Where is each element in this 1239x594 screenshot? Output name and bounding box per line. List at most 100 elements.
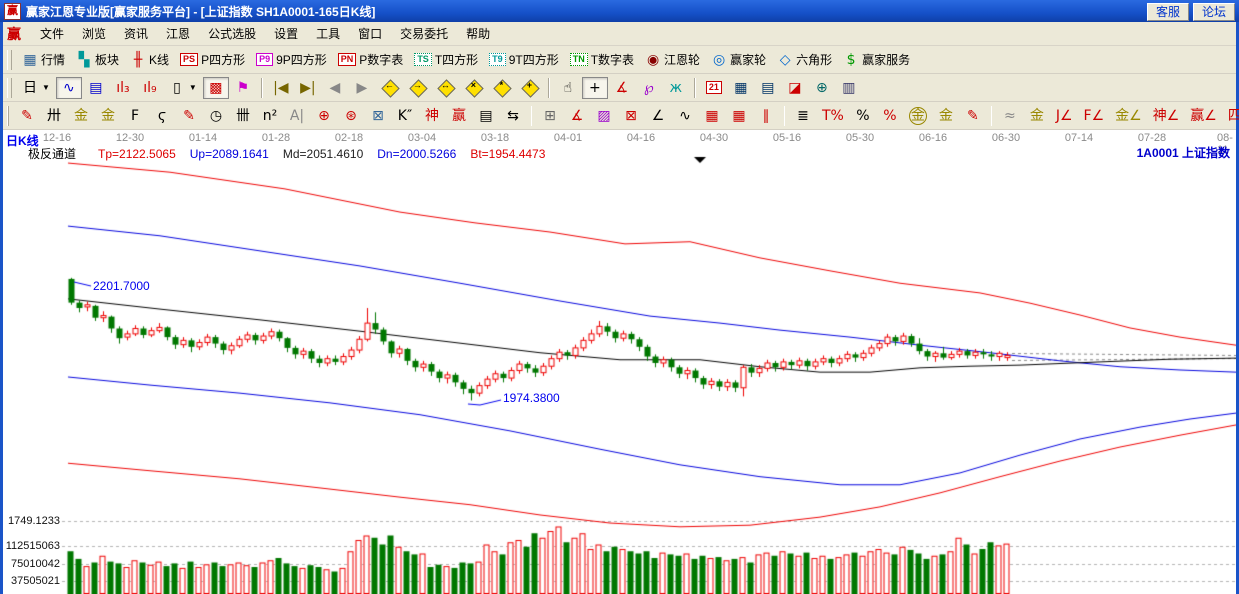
menu-help[interactable]: 帮助 [466,27,491,41]
parallel-lines-tool[interactable]: ∥ [753,105,779,127]
hand-tool[interactable]: ☝ [555,77,581,99]
toolbar-grip[interactable] [7,77,12,98]
t-square-button[interactable]: TS T四方形 [409,48,483,71]
time-cycle-tool[interactable]: ◷ [203,105,229,127]
gold-grid-1-tool[interactable]: 金 [68,105,94,127]
trend-tool[interactable]: ∿ [55,76,82,99]
fan-lines-tool[interactable]: ∡ [564,105,590,127]
stats-table-tool[interactable]: ≣ [790,105,816,127]
t-percent-tool[interactable]: T% [817,105,849,127]
k-notes-tool[interactable]: K″ [392,105,418,127]
menu-tools[interactable]: 工具 [316,27,341,41]
win-angle-tool[interactable]: 赢∠ [1185,105,1222,127]
t-number-table-button[interactable]: TN T数字表 [565,48,639,71]
gold-angle-tool[interactable]: 金∠ [1110,105,1147,127]
gold-level-tool[interactable]: 金 [933,105,959,127]
percent-line-tool[interactable]: % [877,105,903,127]
price-table-tool[interactable]: ▤ [473,105,499,127]
gann-arrow-left[interactable]: ← [376,76,403,99]
forum-button[interactable]: 论坛 [1192,2,1235,21]
p-square-button[interactable]: PS P四方形 [175,48,250,71]
pattern-3[interactable]: ıl₃ [110,77,136,99]
gann-compass-tool[interactable]: ⊕ [311,105,337,127]
gann-ruler-tool[interactable]: 卅 [41,105,67,127]
gann-arrow-right[interactable]: → [404,76,431,99]
menu-gann[interactable]: 江恩 [166,27,191,41]
quotes-button[interactable]: ▦ 行情 [17,48,70,71]
fan-box-tool[interactable]: ▨ [591,105,617,127]
f-grid-tool[interactable]: F [122,105,148,127]
gann-box-tool[interactable]: ⊠ [365,105,391,127]
period-label[interactable]: 日K线 [6,134,39,148]
nine-t-square-button[interactable]: T9 9T四方形 [484,48,564,71]
brush-note-tool[interactable]: ✎ [960,105,986,127]
marker-pen-tool[interactable]: ✎ [176,105,202,127]
range-shift-tool[interactable]: ⇆ [500,105,526,127]
next-bar-button[interactable]: ▶ [349,77,375,99]
pattern-9[interactable]: ıl₉ [137,77,163,99]
toolbar-grip[interactable] [7,49,12,70]
gann-arrow-all[interactable]: * [488,76,515,99]
gann-arrow-diag[interactable]: × [460,76,487,99]
percent-tool[interactable]: % [850,105,876,127]
p-number-table-button[interactable]: PN P数字表 [333,48,409,71]
menu-settings[interactable]: 设置 [274,27,299,41]
gann-wheel-button[interactable]: ◉ 江恩轮 [640,48,705,71]
remote-assist-button[interactable]: ▥ [836,77,862,99]
fractal-tool[interactable]: ж [663,77,689,99]
save-screen-button[interactable]: ◪ [782,77,808,99]
angle-lines-tool[interactable]: ∠ [645,105,671,127]
gann-arrow-both[interactable]: ↔ [432,76,459,99]
calculator-button[interactable]: ▦ [728,77,754,99]
menu-trade[interactable]: 交易委托 [400,27,449,41]
zigzag-tool[interactable]: ∿ [672,105,698,127]
menu-browse[interactable]: 浏览 [82,27,107,41]
draw-pen-tool[interactable]: ✎ [14,105,40,127]
menu-file[interactable]: 文件 [40,27,65,41]
shen-angle-tool[interactable]: 神∠ [1148,105,1185,127]
gann-arrow-cross[interactable]: + [516,76,543,99]
menu-formula-stock-pick[interactable]: 公式选股 [208,27,257,41]
memo-button[interactable]: ▤ [755,77,781,99]
x-box-tool[interactable]: ⊠ [618,105,644,127]
kline-button[interactable]: ╫ K线 [125,48,174,71]
winner-service-button[interactable]: $ 赢家服务 [838,48,915,71]
f-angle-tool[interactable]: F∠ [1079,105,1110,127]
text-tool[interactable]: A| [284,105,310,127]
web-link-button[interactable]: ⊕ [809,77,835,99]
wave-tool[interactable]: ≈ [997,105,1023,127]
shen-grid-tool[interactable]: 神 [419,105,445,127]
first-bar-button[interactable]: |◀ [268,77,294,99]
pattern-grid[interactable]: ▩ [202,76,229,99]
menu-window[interactable]: 窗口 [358,27,383,41]
box-tool[interactable]: ⊞ [537,105,563,127]
gold-circle-tool[interactable]: 金 [904,104,932,128]
grid-lines-1-tool[interactable]: ▦ [699,105,725,127]
j-angle-tool[interactable]: J∠ [1051,105,1078,127]
gold-tool[interactable]: 金 [1024,105,1050,127]
toolbar-grip[interactable] [7,105,9,126]
period-selector[interactable]: 日 ▼ [17,77,55,99]
gann-web-tool[interactable]: ⊛ [338,105,364,127]
prev-bar-button[interactable]: ◀ [322,77,348,99]
grid-lines-2-tool[interactable]: ▦ [726,105,752,127]
hexagon-button[interactable]: ◇ 六角形 [772,48,837,71]
candle-style[interactable]: ▯ ▼ [164,77,202,99]
nine-p-square-button[interactable]: P9 9P四方形 [251,48,332,71]
customer-service-button[interactable]: 客服 [1146,2,1189,21]
ruler-tool[interactable]: 卌 [230,105,256,127]
chart-canvas[interactable] [3,130,1236,594]
sectors-button[interactable]: ▚ 板块 [71,48,124,71]
gold-grid-2-tool[interactable]: 金 [95,105,121,127]
win-grid-tool[interactable]: 赢 [446,105,472,127]
si-angle-tool[interactable]: 四∠ [1223,105,1239,127]
gann-shape-tool[interactable]: ℘ [636,77,662,99]
n-square-tool[interactable]: n² [257,105,283,127]
winner-wheel-button[interactable]: ◎ 赢家轮 [706,48,771,71]
flag-marker[interactable]: ⚑ [230,77,256,99]
last-bar-button[interactable]: ▶| [295,77,321,99]
info-panel[interactable]: ▤ [83,77,109,99]
menu-news[interactable]: 资讯 [124,27,149,41]
angle-measure-tool[interactable]: ∡ [609,77,635,99]
symbol-label[interactable]: 1A0001 上证指数 [1136,146,1230,160]
